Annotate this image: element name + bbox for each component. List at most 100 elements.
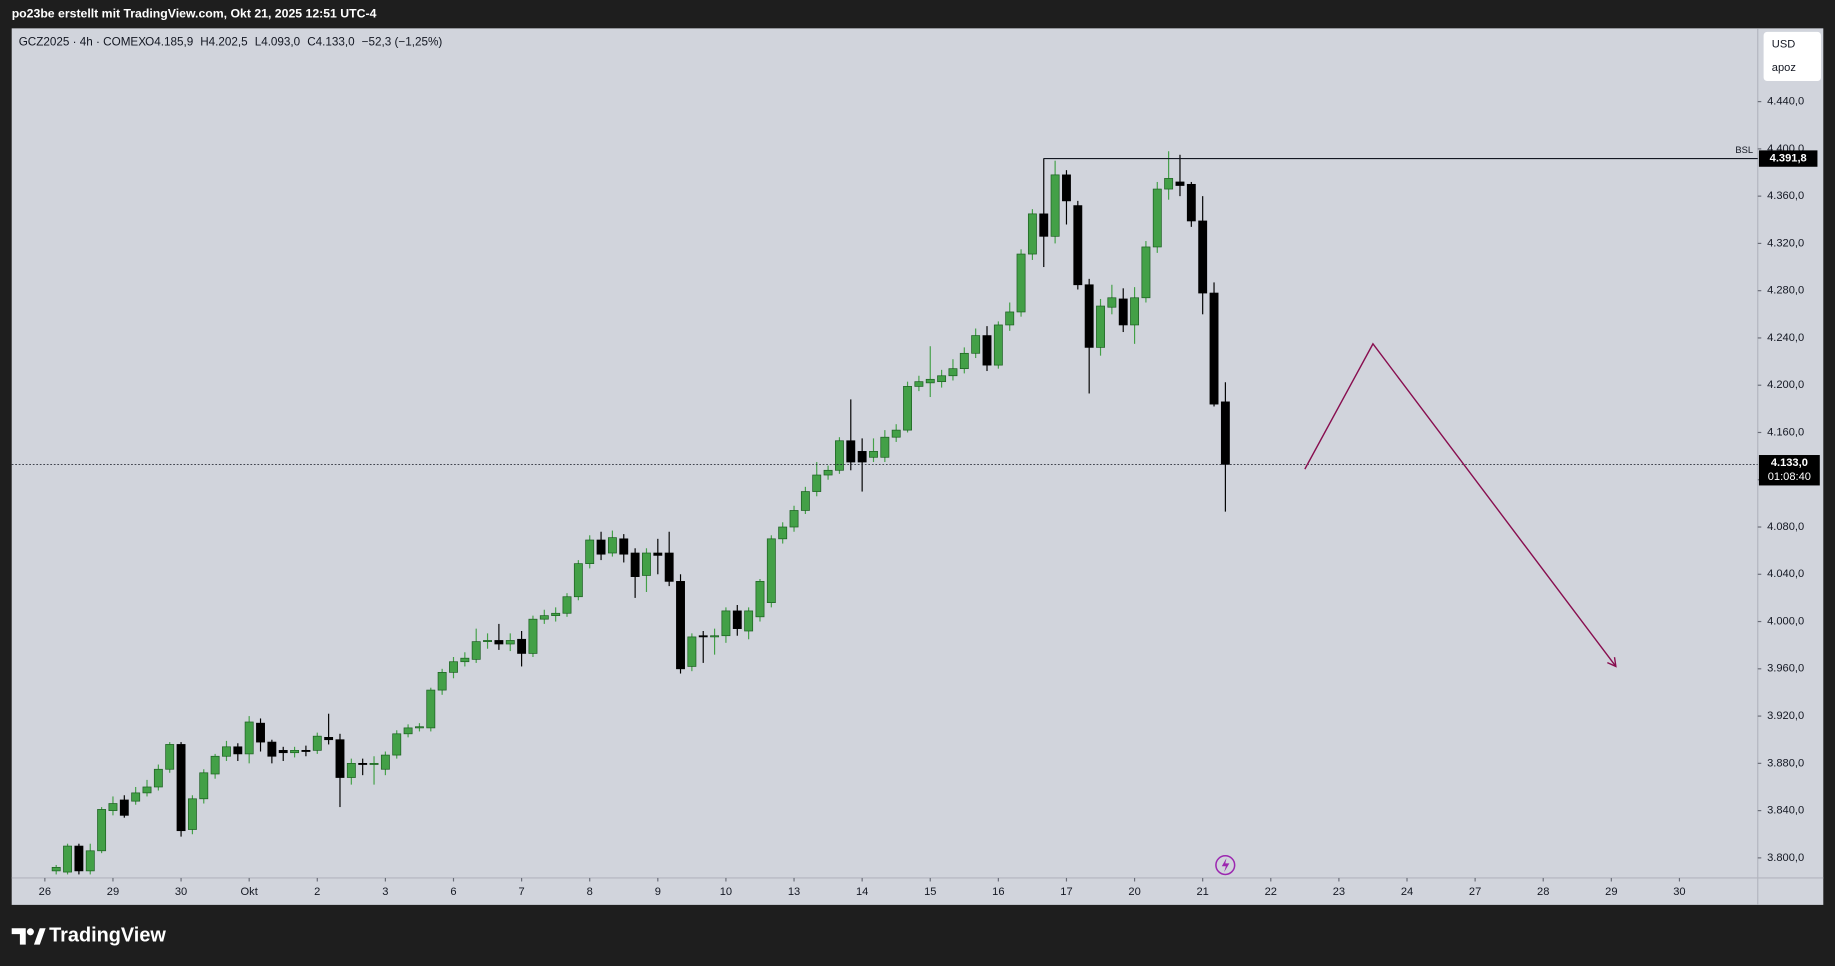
candle-body [880, 436, 890, 458]
events-icon[interactable] [1215, 854, 1236, 876]
bsl-price-label: 4.391,8 [1770, 153, 1807, 165]
candle-body [1073, 205, 1083, 286]
y-tick-label: 4.240,0 [1767, 332, 1804, 344]
candle-body [789, 510, 799, 528]
candle-body [1062, 174, 1071, 202]
candle-body [471, 641, 481, 660]
candle-body [948, 368, 958, 377]
currency: USD [1772, 39, 1795, 51]
candle-body [51, 866, 61, 872]
x-tick-label: 30 [1673, 886, 1685, 898]
events-bolt [1221, 858, 1230, 873]
candle-body [1050, 174, 1060, 237]
x-tick-label: 29 [107, 886, 119, 898]
candle-body [993, 324, 1003, 366]
candle-body [426, 689, 436, 729]
candle-body [869, 451, 878, 458]
y-tick-label: 4.280,0 [1767, 285, 1804, 297]
x-tick-label: 14 [856, 886, 868, 898]
candle-body [1039, 213, 1049, 237]
candle-body [835, 440, 844, 471]
x-tick-label: 24 [1401, 886, 1413, 898]
candle-body [857, 451, 867, 463]
candle-body [551, 612, 561, 616]
x-tick-label: 28 [1537, 886, 1549, 898]
candle-body [744, 610, 754, 632]
candle-body [528, 618, 538, 654]
x-tick-label: 29 [1605, 886, 1617, 898]
candle-body [1186, 183, 1196, 222]
candle-body [596, 539, 606, 555]
y-tick-label: 3.880,0 [1767, 757, 1804, 769]
logo-slash [33, 928, 46, 945]
x-tick-label: 30 [175, 886, 187, 898]
candle-body [290, 749, 300, 754]
candle-body [131, 792, 141, 802]
candle-body [187, 798, 197, 830]
candle-body [539, 615, 549, 620]
candle-body [573, 563, 583, 598]
y-tick-label: 4.000,0 [1767, 615, 1804, 627]
candle-body [233, 746, 243, 755]
candle-body [1175, 181, 1185, 186]
candle-body [676, 581, 685, 670]
ohlc-label: H4.202,5 [200, 35, 248, 48]
candle-body [914, 381, 924, 387]
y-tick-label: 4.200,0 [1767, 379, 1804, 391]
candle-body [108, 803, 118, 811]
y-tick-label: 4.440,0 [1767, 96, 1804, 108]
candle-body [971, 335, 981, 354]
candle-body [1130, 297, 1140, 326]
symbol: GCZ2025 · 4h · COMEX [19, 35, 147, 48]
candle-body [607, 537, 617, 554]
candle-body [937, 375, 947, 383]
candle-body [642, 552, 651, 576]
candles [51, 151, 1230, 875]
candle-body [630, 552, 640, 577]
candle-body [165, 744, 175, 770]
scale-box[interactable] [1763, 31, 1821, 82]
candle-body [346, 762, 356, 778]
candle-body [766, 538, 776, 603]
candle-body [483, 640, 492, 642]
candle-body [1005, 311, 1015, 326]
bsl-price-box [1758, 150, 1818, 167]
candle-body [358, 762, 368, 765]
candle-body [1107, 297, 1117, 308]
ohlc-label: L4.093,0 [255, 35, 301, 48]
x-tick-label: 10 [720, 886, 732, 898]
candle-body [1209, 292, 1219, 405]
y-tick-label: 3.960,0 [1767, 663, 1804, 675]
x-tick-label: 21 [1197, 886, 1209, 898]
candle-body [63, 845, 72, 873]
y-tick-label: 4.360,0 [1767, 190, 1804, 202]
x-tick-label: 9 [655, 886, 661, 898]
countdown: 01:08:40 [1768, 471, 1811, 483]
y-tick-label: 3.800,0 [1767, 852, 1804, 864]
y-tick-label: 4.320,0 [1767, 237, 1804, 249]
last-price-label: 4.133,0 [1771, 457, 1808, 469]
x-tick-label: 26 [39, 886, 51, 898]
change: −52,3 (−1,25%) [362, 35, 443, 48]
candle-body [278, 749, 288, 754]
x-tick-label: 23 [1333, 886, 1345, 898]
x-tick-label: 20 [1128, 886, 1140, 898]
candle-body [721, 610, 731, 637]
candle-body [1198, 220, 1208, 294]
candle-body [982, 335, 992, 366]
candle-body [97, 809, 107, 852]
candle-body [585, 539, 595, 564]
candle-body [267, 741, 277, 757]
y-tick-label: 3.840,0 [1767, 805, 1804, 817]
candle-body [460, 657, 470, 663]
candle-body [415, 726, 424, 729]
candle-body [74, 845, 84, 872]
logo-dot [26, 928, 34, 936]
header-title: po23be erstellt mit TradingView.com, Okt… [12, 7, 377, 21]
candle-body [698, 635, 708, 638]
candle-body [1220, 401, 1230, 465]
x-tick-label: 3 [382, 886, 388, 898]
candle-body [653, 552, 663, 556]
candle-body [1141, 246, 1151, 299]
candle-body [1016, 253, 1026, 313]
